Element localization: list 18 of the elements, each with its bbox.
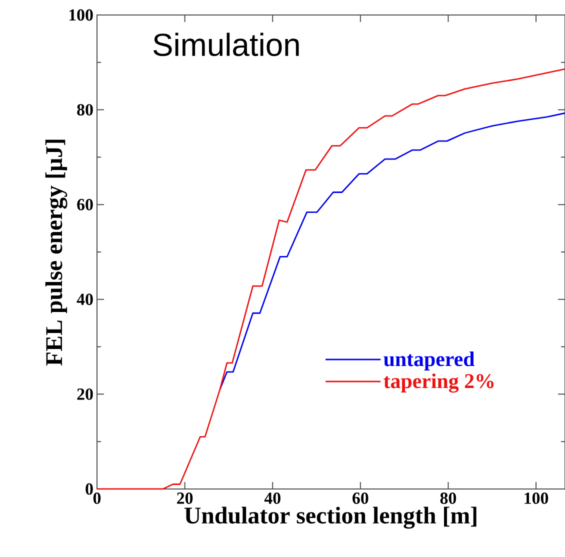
x-tick-label: 60 <box>352 492 368 504</box>
y-tick-label: 100 <box>69 9 93 21</box>
y-tick-label: 40 <box>76 294 93 306</box>
x-tick-label: 40 <box>264 492 280 504</box>
line-series <box>96 68 565 490</box>
x-tick-label: 100 <box>524 492 548 504</box>
y-tick-label: 60 <box>77 198 93 210</box>
x-tick-label: 0 <box>93 492 101 504</box>
y-tick-label: 20 <box>77 388 93 400</box>
y-tick-label: 0 <box>86 483 93 495</box>
x-tick-label: 20 <box>177 492 193 504</box>
legend-label: untapered <box>384 351 475 370</box>
x-axis-title: Undulator section length [m] <box>184 506 476 529</box>
legend-label: tapering 2% <box>384 373 494 393</box>
annotation: Simulation <box>153 32 299 56</box>
y-axis-title: FEL pulse energy [μJ] <box>45 140 68 366</box>
x-tick-label: 80 <box>440 492 456 504</box>
y-tick-label: 80 <box>77 104 93 116</box>
